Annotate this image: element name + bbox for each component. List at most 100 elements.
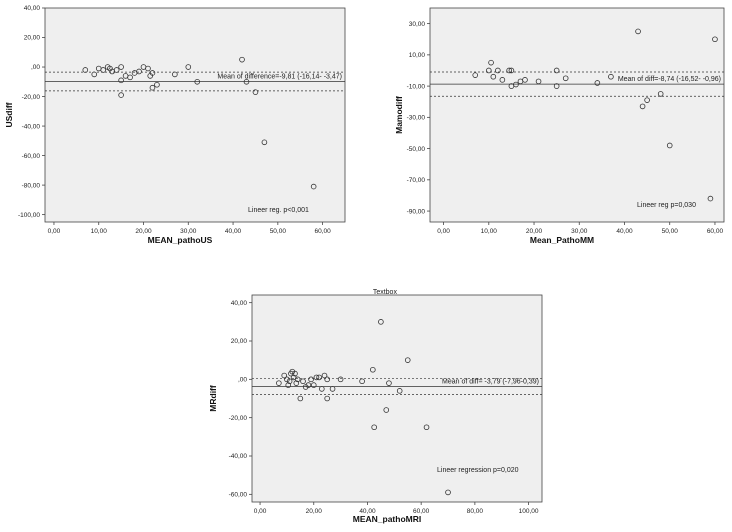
x-tick-label: 80,00 [467, 508, 484, 515]
data-point [239, 56, 245, 63]
data-point [252, 89, 259, 95]
data-point [100, 67, 107, 73]
y-tick-label: -100,00 [18, 212, 40, 219]
x-axis-label: Mean_PathoMM [530, 235, 594, 245]
y-axis-label: USdiff [4, 102, 14, 127]
x-tick-label: 30,00 [180, 228, 197, 235]
data-point [712, 36, 718, 43]
x-tick-label: 0,00 [254, 508, 267, 515]
data-point [490, 73, 497, 80]
data-point [383, 407, 390, 413]
regression-annotation: Lineer reg p=0,030 [637, 202, 696, 209]
y-axis-label: MRdiff [208, 385, 218, 412]
data-point [508, 67, 515, 74]
chart-panel-2: 30,00 10,00 -10,00 -30,00 -50,00 -70,00 -90,00… [394, 7, 725, 245]
data-point [337, 376, 344, 383]
x-tick-label: 0,00 [437, 228, 450, 235]
x-tick-label: 20,00 [306, 508, 323, 515]
data-point [310, 183, 317, 190]
data-point [324, 376, 330, 383]
data-point [386, 380, 392, 386]
plot-area [44, 7, 346, 223]
data-point [305, 382, 312, 388]
data-point [472, 72, 479, 78]
y-tick-label: -20,00 [229, 415, 248, 422]
data-point [118, 77, 124, 84]
data-point [378, 319, 384, 325]
y-tick-label: -20,00 [22, 94, 41, 101]
x-tick-label: 50,00 [662, 228, 679, 235]
data-point [185, 64, 192, 70]
data-point [666, 142, 673, 149]
y-tick-label: -10,00 [407, 83, 426, 90]
data-point [297, 395, 304, 402]
data-point [608, 73, 614, 80]
textbox-label: Textbox [373, 289, 398, 296]
data-point [310, 382, 317, 388]
data-point [145, 65, 151, 72]
data-point [276, 380, 282, 386]
y-tick-label: 30,00 [409, 21, 426, 28]
y-tick-label: 10,00 [409, 52, 426, 59]
data-point [423, 424, 430, 431]
y-axis-label: Mamodiff [394, 96, 404, 134]
x-tick-label: 10,00 [481, 228, 498, 235]
regression-annotation: Lineer reg. p<0,001 [248, 207, 309, 214]
data-point [149, 84, 156, 91]
chart-panel-3: 40,00 20,00 ,00 -20,00 -40,00 -60,00 0,00 20,00… [208, 289, 543, 524]
x-tick-label: 100,00 [519, 508, 539, 515]
data-point [194, 78, 201, 85]
data-point [118, 92, 124, 98]
data-point [562, 75, 569, 82]
data-point [285, 382, 292, 388]
data-point [321, 372, 328, 379]
data-point [127, 74, 133, 81]
mean-difference-label: Mean of diff= -3,79 (-7,96-0,39) [442, 379, 539, 386]
regression-annotation: Lineer regression p=0,020 [437, 467, 519, 474]
y-tick-label: -60,00 [22, 153, 41, 160]
data-point [445, 489, 451, 496]
data-point [319, 386, 325, 392]
data-point [118, 64, 124, 70]
data-point [294, 376, 301, 383]
mean-difference-label: Mean of diff=-8,74 (-16,52- -0,96) [618, 76, 721, 83]
x-tick-label: 50,00 [270, 228, 287, 235]
data-point [488, 59, 494, 66]
data-point [300, 378, 306, 385]
data-point [370, 366, 376, 373]
x-tick-label: 0,00 [48, 228, 61, 235]
x-tick-label: 10,00 [91, 228, 108, 235]
data-point [506, 67, 512, 74]
y-tick-label: -40,00 [229, 453, 248, 460]
x-tick-label: 40,00 [359, 508, 376, 515]
data-point [359, 378, 365, 385]
data-point [657, 91, 664, 97]
data-point [316, 374, 322, 381]
data-point [635, 28, 641, 35]
data-point [308, 376, 314, 383]
data-point [485, 67, 492, 74]
data-point [286, 378, 293, 385]
data-point [396, 388, 403, 394]
y-tick-label: -50,00 [407, 146, 426, 153]
data-point [292, 370, 298, 377]
y-tick-label: -40,00 [22, 123, 41, 130]
data-point [281, 372, 288, 379]
x-tick-label: 20,00 [135, 228, 152, 235]
data-point [243, 78, 250, 85]
data-point [522, 77, 528, 83]
x-tick-label: 40,00 [616, 228, 633, 235]
data-point [136, 68, 142, 75]
y-tick-label: 40,00 [231, 300, 248, 307]
data-point [404, 357, 411, 363]
data-point [535, 78, 542, 85]
x-axis-label: MEAN_pathoUS [148, 235, 213, 245]
y-tick-label: -60,00 [229, 492, 248, 499]
data-point [172, 71, 178, 78]
y-tick-label: -70,00 [407, 177, 426, 184]
data-point [149, 70, 156, 76]
plot-area [251, 294, 543, 503]
mean-difference-label: Mean of difference=-9,81 (-16,14- -3,47) [217, 74, 342, 81]
plot-area [429, 7, 725, 223]
